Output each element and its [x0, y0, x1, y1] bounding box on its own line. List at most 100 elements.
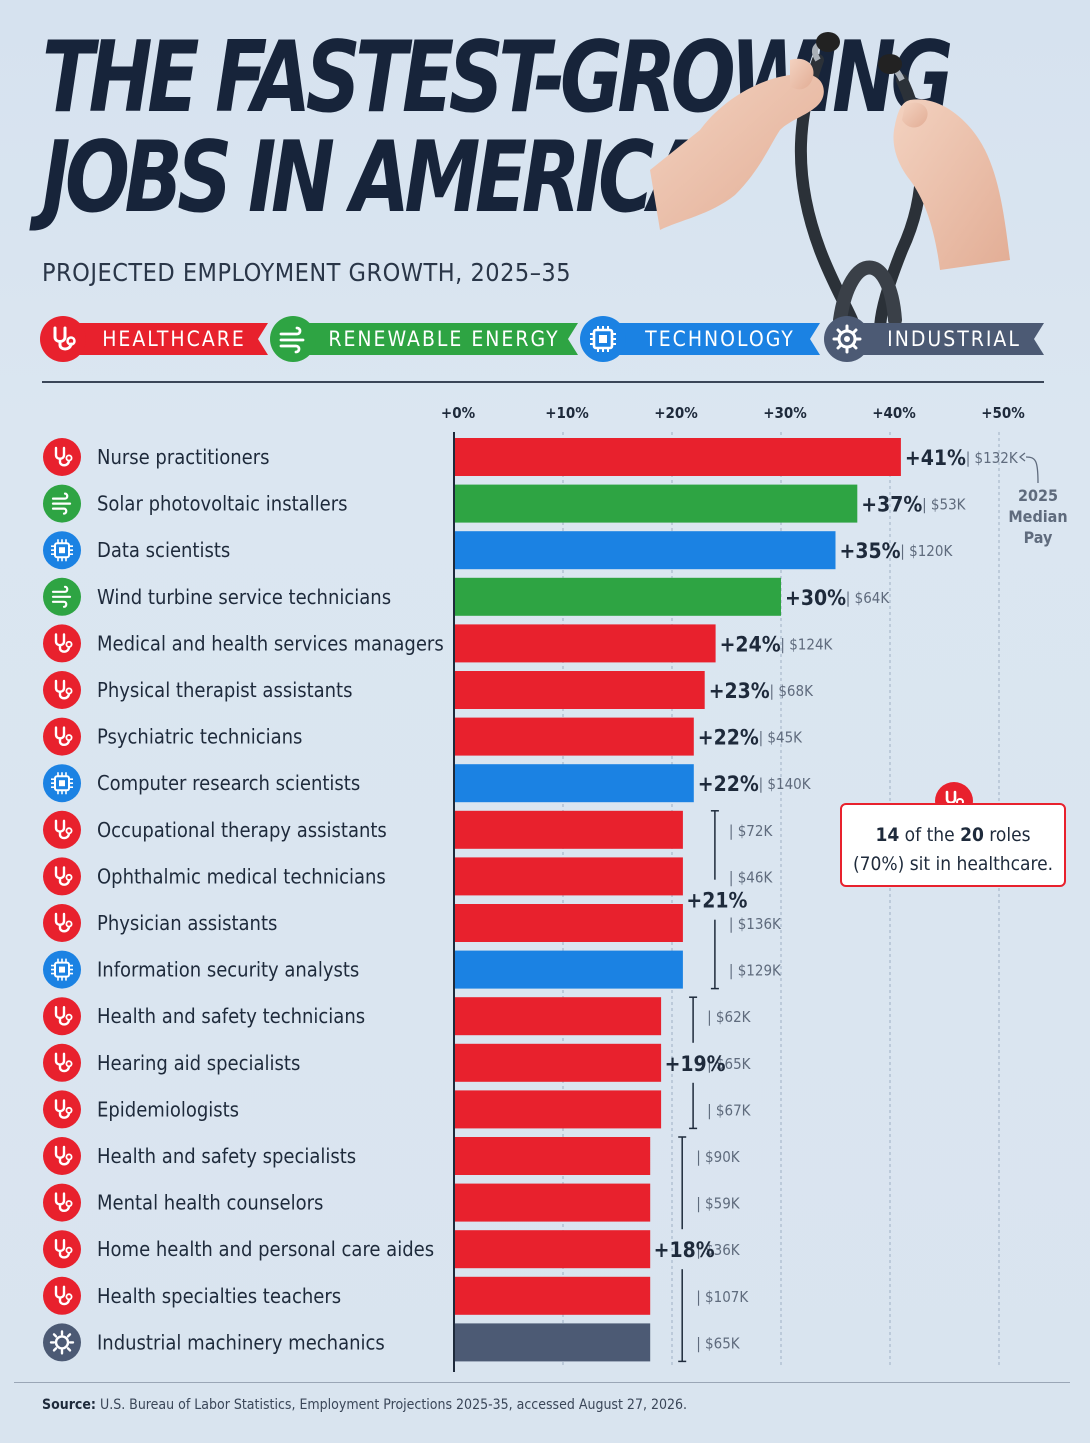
- x-tick-label: +40%: [872, 404, 916, 422]
- bar: [455, 1230, 651, 1269]
- bar: [455, 1137, 651, 1175]
- chip-icon: [43, 950, 81, 989]
- pay-label: | $124K: [780, 635, 833, 653]
- median-pay-note: 2025: [1018, 486, 1058, 505]
- job-name: Ophthalmic medical technicians: [97, 864, 386, 888]
- job-name: Psychiatric technicians: [97, 725, 302, 749]
- footer-divider: [14, 1382, 1070, 1383]
- group-growth-label: +18%: [654, 1238, 715, 1262]
- job-name: Physical therapist assistants: [97, 678, 352, 702]
- job-name: Medical and health services managers: [97, 631, 444, 655]
- stethoscope-icon: [43, 810, 81, 849]
- bar: [455, 1276, 651, 1315]
- chip-icon: [580, 316, 626, 362]
- bar: [455, 1090, 662, 1129]
- stethoscope-icon: [43, 624, 81, 663]
- x-tick-label: +10%: [545, 404, 589, 422]
- chip-icon: [43, 764, 81, 803]
- bar: [455, 857, 683, 896]
- healthcare-callout: 14 of the 20 roles (70%) sit in healthca…: [840, 803, 1066, 887]
- stethoscope-icon: [43, 1043, 81, 1082]
- pay-label: | $107K: [696, 1288, 749, 1306]
- pay-label: | $46K: [729, 868, 774, 886]
- pay-label: | $62K: [707, 1008, 752, 1026]
- pay-label: | $140K: [759, 775, 812, 793]
- x-tick-label: +50%: [981, 404, 1025, 422]
- stethoscope-icon: [43, 1230, 81, 1269]
- job-name: Computer research scientists: [97, 771, 360, 795]
- bar: [455, 577, 781, 616]
- growth-label: +30%: [785, 586, 846, 610]
- bar: [455, 904, 683, 942]
- wind-icon: [43, 577, 81, 616]
- callout-line-1: 14 of the 20 roles: [842, 821, 1064, 850]
- callout-mid: of the: [904, 824, 955, 846]
- bar: [455, 950, 683, 989]
- bar: [455, 1183, 651, 1222]
- stethoscope-icon: [40, 316, 86, 362]
- bar: [455, 624, 716, 663]
- gear-icon: [824, 316, 870, 362]
- legend-industrial: INDUSTRIAL: [824, 316, 1044, 362]
- job-name: Wind turbine service technicians: [97, 585, 391, 609]
- bar: [455, 438, 901, 476]
- job-name: Health and safety technicians: [97, 1004, 365, 1028]
- bar: [455, 997, 662, 1036]
- bar: [455, 764, 694, 803]
- growth-label: +35%: [840, 539, 901, 563]
- legend-technology: TECHNOLOGY: [580, 316, 820, 362]
- stethoscope-icon: [43, 717, 81, 756]
- job-name: Solar photovoltaic installers: [97, 492, 348, 516]
- job-name: Physician assistants: [97, 911, 277, 935]
- gear-icon: [43, 1323, 81, 1362]
- pay-label: | $65K: [696, 1334, 741, 1352]
- x-tick-label: +20%: [654, 404, 698, 422]
- group-growth-label: +19%: [665, 1052, 726, 1076]
- callout-count: 14: [875, 824, 900, 846]
- stethoscope-icon: [43, 904, 81, 942]
- legend-healthcare: HEALTHCARE: [40, 316, 268, 362]
- stethoscope-hands-illustration: [650, 32, 1010, 330]
- job-name: Industrial machinery mechanics: [97, 1330, 385, 1354]
- growth-label: +41%: [905, 446, 966, 470]
- growth-label: +22%: [698, 726, 759, 750]
- bar: [455, 717, 694, 756]
- bar: [455, 484, 858, 523]
- median-pay-note: Pay: [1024, 528, 1053, 547]
- pay-label: | $132K: [966, 449, 1019, 467]
- stethoscope-icon: [43, 1137, 81, 1175]
- job-name: Hearing aid specialists: [97, 1051, 300, 1075]
- median-pay-arrowhead: [1018, 452, 1026, 462]
- callout-total: 20: [960, 824, 984, 846]
- median-pay-arrow: [1025, 456, 1039, 484]
- job-name: Home health and personal care aides: [97, 1237, 434, 1261]
- job-name: Mental health counselors: [97, 1191, 323, 1215]
- pay-label: | $36K: [696, 1241, 741, 1259]
- title-line-1: THE FASTEST-GROWING: [42, 21, 953, 135]
- job-name: Health and safety specialists: [97, 1144, 356, 1168]
- job-name: Data scientists: [97, 538, 230, 562]
- job-name: Epidemiologists: [97, 1097, 239, 1121]
- job-name: Health specialties teachers: [97, 1284, 341, 1308]
- pay-label: | $45K: [759, 729, 804, 747]
- pay-label: | $90K: [696, 1148, 741, 1166]
- job-name: Occupational therapy assistants: [97, 818, 387, 842]
- stethoscope-icon: [43, 857, 81, 896]
- pay-label: | $53K: [922, 496, 967, 514]
- x-tick-label: +0%: [441, 404, 476, 422]
- wind-icon: [270, 316, 316, 362]
- job-name: Information security analysts: [97, 958, 359, 982]
- legend-label: RENEWABLE ENERGY: [328, 327, 560, 351]
- title-line-2: JOBS IN AMERICA: [42, 121, 708, 235]
- pay-label: | $120K: [900, 542, 953, 560]
- stethoscope-icon: [43, 997, 81, 1036]
- stethoscope-icon: [43, 1183, 81, 1222]
- pay-label: | $67K: [707, 1101, 752, 1119]
- source-note: Source: U.S. Bureau of Labor Statistics,…: [42, 1397, 687, 1413]
- pay-label: | $64K: [846, 589, 891, 607]
- pay-label: | $72K: [729, 822, 774, 840]
- bar: [455, 531, 836, 570]
- pay-label: | $136K: [729, 915, 782, 933]
- legend-label: TECHNOLOGY: [645, 327, 795, 351]
- chart-subtitle: PROJECTED EMPLOYMENT GROWTH, 2025–35: [42, 258, 572, 287]
